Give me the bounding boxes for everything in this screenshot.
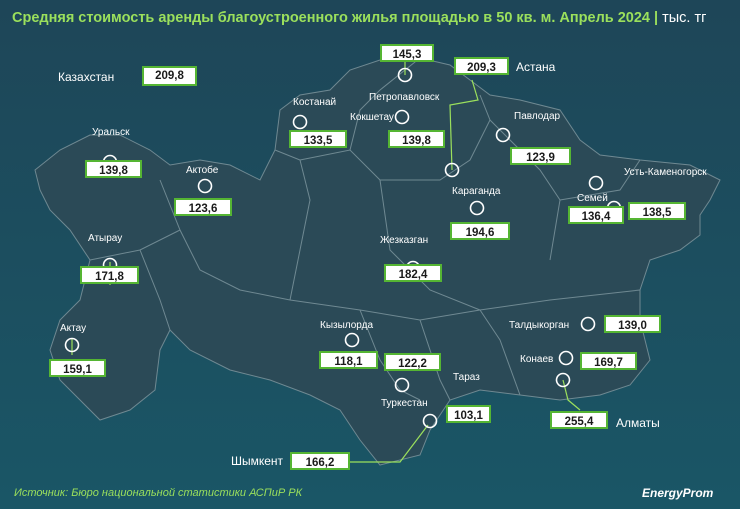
value-semey: 136,4 (568, 206, 624, 224)
city-label-kostanay: Костанай (293, 97, 337, 108)
value-turkestan: 122,2 (384, 353, 441, 371)
value-aktau: 159,1 (49, 359, 106, 377)
value-shymkent: 166,2 (290, 452, 350, 470)
value-konaev: 169,7 (580, 352, 637, 370)
city-label-ust-kamenogorsk: Усть-Каменогорск (624, 167, 707, 178)
value-kostanay: 133,5 (289, 130, 347, 148)
city-label-semey: Семей (577, 193, 608, 204)
title-unit: тыс. тг (662, 10, 707, 26)
city-label-konaev: Конаев (520, 354, 554, 365)
city-label-uralsk: Уральск (92, 127, 130, 138)
city-label-kyzylorda: Кызылорда (320, 320, 374, 331)
source-note: Источник: Бюро национальной статистики А… (14, 487, 303, 499)
city-label-shymkent: Шымкент (231, 454, 284, 468)
city-label-turkestan: Туркестан (381, 398, 428, 409)
city-label-kokshetau: Кокшетау (350, 112, 394, 123)
value-ust-kamenogorsk: 138,5 (628, 202, 686, 220)
city-label-astana: Астана (516, 60, 556, 74)
city-label-almaty: Алматы (616, 416, 660, 430)
city-label-taldykorgan: Талдыкорган (509, 320, 570, 331)
value-aktobe: 123,6 (174, 198, 232, 216)
value-almaty: 255,4 (550, 411, 608, 429)
city-label-taraz: Тараз (453, 372, 480, 383)
value-kyzylorda: 118,1 (319, 351, 378, 369)
kazakhstan-label: Казахстан (58, 70, 115, 84)
value-kokshetau: 139,8 (388, 130, 445, 148)
city-label-karaganda: Караганда (452, 186, 501, 197)
city-label-pavlodar: Павлодар (514, 111, 561, 122)
value-zhezkazgan: 182,4 (384, 264, 442, 282)
chart-title: Средняя стоимость аренды благоустроенног… (12, 10, 707, 26)
value-astana: 209,3 (454, 57, 509, 75)
city-label-atyrau: Атырау (88, 233, 123, 244)
value-pavlodar: 123,9 (510, 147, 571, 165)
city-label-petropavlovsk: Петропавловск (369, 92, 440, 103)
value-uralsk: 139,8 (85, 160, 142, 178)
value-taraz: 103,1 (446, 405, 491, 423)
value-karaganda: 194,6 (450, 222, 510, 240)
title-text: Средняя стоимость аренды благоустроенног… (12, 10, 650, 26)
city-label-aktau: Актау (60, 323, 87, 334)
brand-logo: EnergyProm (642, 486, 714, 500)
city-label-zhezkazgan: Жезказган (380, 235, 429, 246)
kazakhstan-value: 209,8 (142, 66, 197, 86)
city-label-aktobe: Актобе (186, 165, 219, 176)
value-petropavlovsk: 145,3 (380, 44, 434, 62)
value-taldykorgan: 139,0 (604, 315, 661, 333)
value-atyrau: 171,8 (80, 266, 139, 284)
